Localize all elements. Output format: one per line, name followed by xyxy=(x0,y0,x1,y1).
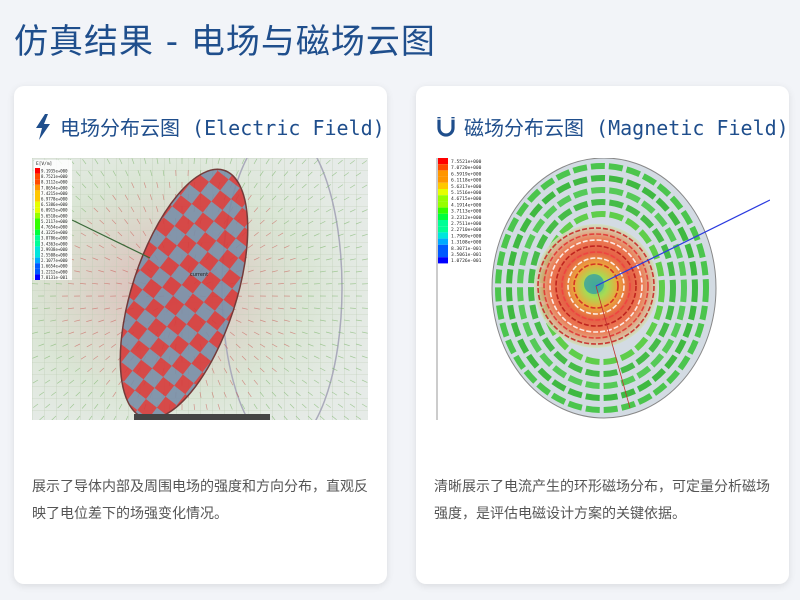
legend-value: 8.3071e-001 xyxy=(451,246,482,252)
legend-value: 3.7113e+000 xyxy=(451,209,482,215)
legend-value: 5.6510e+000 xyxy=(41,213,68,218)
legend-swatch xyxy=(35,168,40,174)
electric-field-card: 电场分布云图 (Electric Field) xyxy=(14,86,387,584)
legend-value: 2.9938e+000 xyxy=(41,247,68,252)
magnet-icon xyxy=(436,115,456,139)
legend-swatch xyxy=(438,182,448,189)
legend-swatch xyxy=(35,257,40,264)
legend-title: E[V/m] xyxy=(36,161,52,167)
legend-swatch xyxy=(35,240,40,247)
legend-value: 1.7909e+000 xyxy=(451,233,482,239)
legend-value: 3.8786e+000 xyxy=(41,236,68,241)
legend-value: 5.6317e+000 xyxy=(451,184,482,190)
legend-swatch xyxy=(35,218,40,224)
legend-value: 6.0915e+000 xyxy=(41,208,68,213)
legend-swatch xyxy=(35,196,40,202)
legend-swatch xyxy=(438,170,448,177)
legend-value: 9.1935e+000 xyxy=(41,169,68,174)
page-title: 仿真结果 - 电场与磁场云图 xyxy=(14,22,436,62)
legend-swatch xyxy=(35,207,40,213)
legend-value: 6.5919e+000 xyxy=(451,171,482,177)
legend-value: 8.3112e+000 xyxy=(41,180,68,185)
legend-swatch xyxy=(438,158,448,165)
legend-swatch xyxy=(35,179,40,185)
legend-value: 7.8654e+000 xyxy=(41,185,68,190)
card-header: 磁场分布云图 (Magnetic Field) xyxy=(436,112,789,141)
legend-swatch xyxy=(438,201,448,208)
card-header: 电场分布云图 (Electric Field) xyxy=(34,112,385,141)
card-title: 电场分布云图 (Electric Field) xyxy=(60,116,385,140)
legend-swatch xyxy=(438,238,448,245)
magnetic-field-plot: 7.5521e+000 7.0720e+000 6.5919e+000 6.1118e… xyxy=(434,158,770,420)
legend-swatch xyxy=(438,244,448,251)
legend-value: 4.1914e+000 xyxy=(451,202,482,208)
legend-swatch xyxy=(438,257,448,264)
card-description: 清晰展示了电流产生的环形磁场分布，可定量分析磁场强度，是评估电磁设计方案的关键依… xyxy=(434,479,770,522)
legend-swatch xyxy=(35,246,40,252)
legend-swatch xyxy=(438,164,448,171)
legend-swatch xyxy=(438,176,448,183)
legend-value: 2.2710e+000 xyxy=(451,227,482,233)
legend-swatch xyxy=(35,212,40,219)
legend-swatch xyxy=(438,232,448,239)
legend-value: 1.2212e+000 xyxy=(41,269,68,274)
legend-value: 4.3225e+000 xyxy=(41,230,68,235)
lightning-bolt-icon xyxy=(34,113,52,140)
card-description: 展示了导体内部及周围电场的强度和方向分布，直观反映了电位差下的场强变化情况。 xyxy=(32,479,368,522)
legend-value: 3.5061e-001 xyxy=(451,252,482,258)
legend-swatch xyxy=(35,229,40,236)
legend-value: 7.5521e+000 xyxy=(451,159,482,165)
legend-value: 3.4363e+000 xyxy=(41,241,68,246)
legend-swatch xyxy=(35,190,40,196)
legend-swatch xyxy=(35,252,40,258)
legend-value: 7.4215e+000 xyxy=(41,191,68,196)
legend-value: 3.2312e+000 xyxy=(451,215,482,221)
legend-swatch xyxy=(35,235,40,241)
legend-swatch xyxy=(35,173,40,180)
legend-swatch xyxy=(438,220,448,227)
center-label: current xyxy=(190,272,208,278)
magnetic-field-card: 磁场分布云图 (Magnetic Field) 7.552 xyxy=(416,86,789,584)
legend-swatch xyxy=(438,251,448,258)
legend-swatch xyxy=(438,195,448,202)
legend-value: 6.1118e+000 xyxy=(451,178,482,184)
legend-value: 6.5386e+000 xyxy=(41,202,68,207)
legend-swatch xyxy=(438,213,448,220)
legend-swatch xyxy=(35,184,40,191)
legend-value: 7.0720e+000 xyxy=(451,165,482,171)
legend-swatch xyxy=(35,274,40,280)
legend-swatch xyxy=(438,226,448,233)
legend-value: 5.2117e+000 xyxy=(41,219,68,224)
card-title: 磁场分布云图 (Magnetic Field) xyxy=(464,116,789,140)
legend-value: 5.1516e+000 xyxy=(451,190,482,196)
legend-value: 4.7654e+000 xyxy=(41,225,68,230)
legend-value: 2.7511e+000 xyxy=(451,221,482,227)
electric-field-plot: current E[V/m] 9.1935e+000 8.7521e+000 8.31… xyxy=(32,158,368,420)
legend-value: 1.6654e+000 xyxy=(41,264,68,269)
legend-swatch xyxy=(35,224,40,230)
legend-value: 4.6715e+000 xyxy=(451,196,482,202)
legend-swatch xyxy=(35,263,40,269)
legend-value: 2.1077e+000 xyxy=(41,258,68,263)
legend-value: 1.0726e-001 xyxy=(451,258,482,264)
legend-value: 7.8131e-001 xyxy=(41,275,68,280)
legend-value: 6.9778e+000 xyxy=(41,197,68,202)
legend-swatch xyxy=(35,268,40,275)
legend-value: 1.3108e+000 xyxy=(451,240,482,246)
legend-swatch xyxy=(438,207,448,214)
legend-value: 8.7521e+000 xyxy=(41,174,68,179)
legend-swatch xyxy=(35,201,40,208)
legend-value: 2.5508e+000 xyxy=(41,253,68,258)
legend-swatch xyxy=(438,189,448,196)
